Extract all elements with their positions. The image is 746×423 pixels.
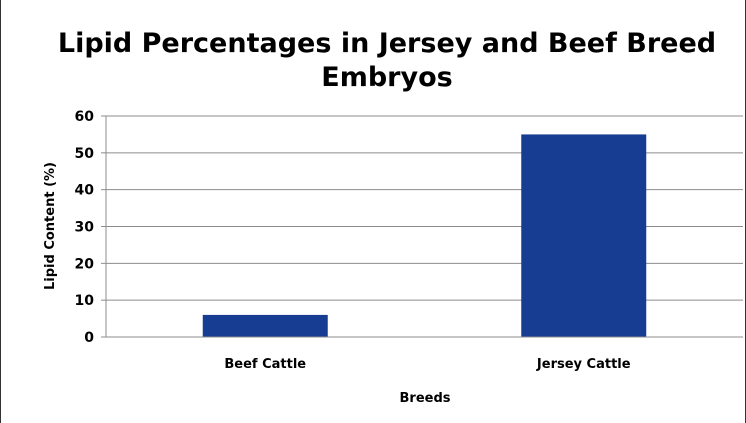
bars: [202, 134, 647, 337]
y-tick-label: 20: [75, 256, 95, 272]
gridlines: [106, 115, 743, 301]
y-tick-label: 0: [84, 330, 94, 346]
bar-beef-cattle: [202, 314, 328, 337]
y-axis-title: Lipid Content (%): [43, 162, 58, 290]
bar-jersey-cattle: [521, 134, 647, 337]
y-tick-label: 50: [75, 146, 95, 162]
x-axis-title: Breeds: [400, 391, 451, 406]
y-tick-label: 10: [75, 293, 95, 309]
x-tick-label: Jersey Cattle: [536, 357, 631, 372]
axes: [101, 115, 743, 338]
y-tick-label: 60: [75, 109, 95, 125]
x-tick-label: Beef Cattle: [224, 357, 306, 372]
chart-title-line-1: Lipid Percentages in Jersey and Beef Bre…: [58, 28, 716, 59]
tick-labels: 0 10 20 30 40 50 60 Beef Cattle Jersey Cattle: [75, 109, 631, 372]
y-tick-label: 40: [75, 183, 95, 199]
chart-title-line-2: Embryos: [321, 62, 452, 93]
y-tick-label: 30: [75, 220, 95, 236]
